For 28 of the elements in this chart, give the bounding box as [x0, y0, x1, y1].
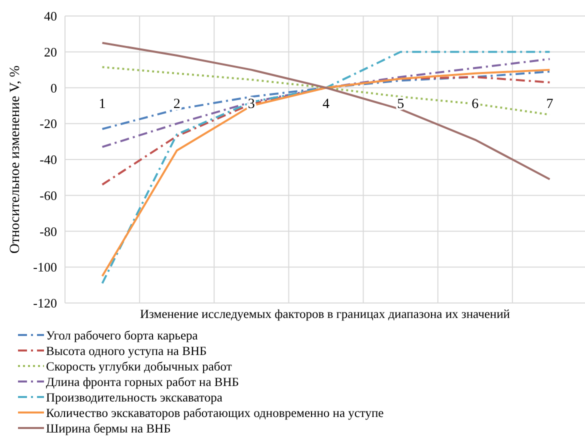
x-tick-label: 7 — [546, 96, 554, 112]
legend-label: Угол рабочего борта карьера — [46, 328, 198, 342]
x-tick-label: 6 — [472, 96, 479, 112]
y-tick-label: 0 — [50, 80, 57, 96]
x-tick-label: 2 — [173, 96, 180, 112]
line-series — [101, 70, 551, 130]
y-tick-label: 40 — [44, 8, 57, 24]
x-tick-label: 4 — [322, 96, 330, 112]
x-axis-title: Изменение исследуемых факторов в границах диапазона их значений — [140, 307, 510, 321]
x-tick-label: 5 — [397, 96, 404, 112]
line-series — [101, 66, 551, 116]
y-tick-label: 20 — [44, 44, 57, 60]
legend-label: Количество экскаваторов работающих одновременно на уступе — [46, 406, 384, 420]
y-tick-label: -100 — [33, 260, 57, 275]
y-tick-label: -20 — [40, 116, 57, 132]
y-tick-label: -40 — [40, 152, 57, 168]
legend-label: Высота одного уступа на ВНБ — [46, 344, 207, 358]
legend-label: Ширина бермы на ВНБ — [46, 421, 171, 436]
y-tick-label: -80 — [40, 224, 57, 239]
line-series — [101, 42, 551, 180]
line-series — [101, 58, 551, 148]
y-tick-label: -60 — [40, 188, 57, 203]
legend-label: Производительность экскаватора — [46, 390, 223, 404]
legend-label: Скорость углубки добычных работ — [46, 359, 232, 374]
legend-label: Длина фронта горных работ на ВНБ — [46, 374, 239, 389]
y-axis-title: Относительное изменение V, % — [8, 65, 23, 254]
y-tick-label: -120 — [33, 296, 57, 311]
x-tick-label: 1 — [98, 96, 106, 112]
